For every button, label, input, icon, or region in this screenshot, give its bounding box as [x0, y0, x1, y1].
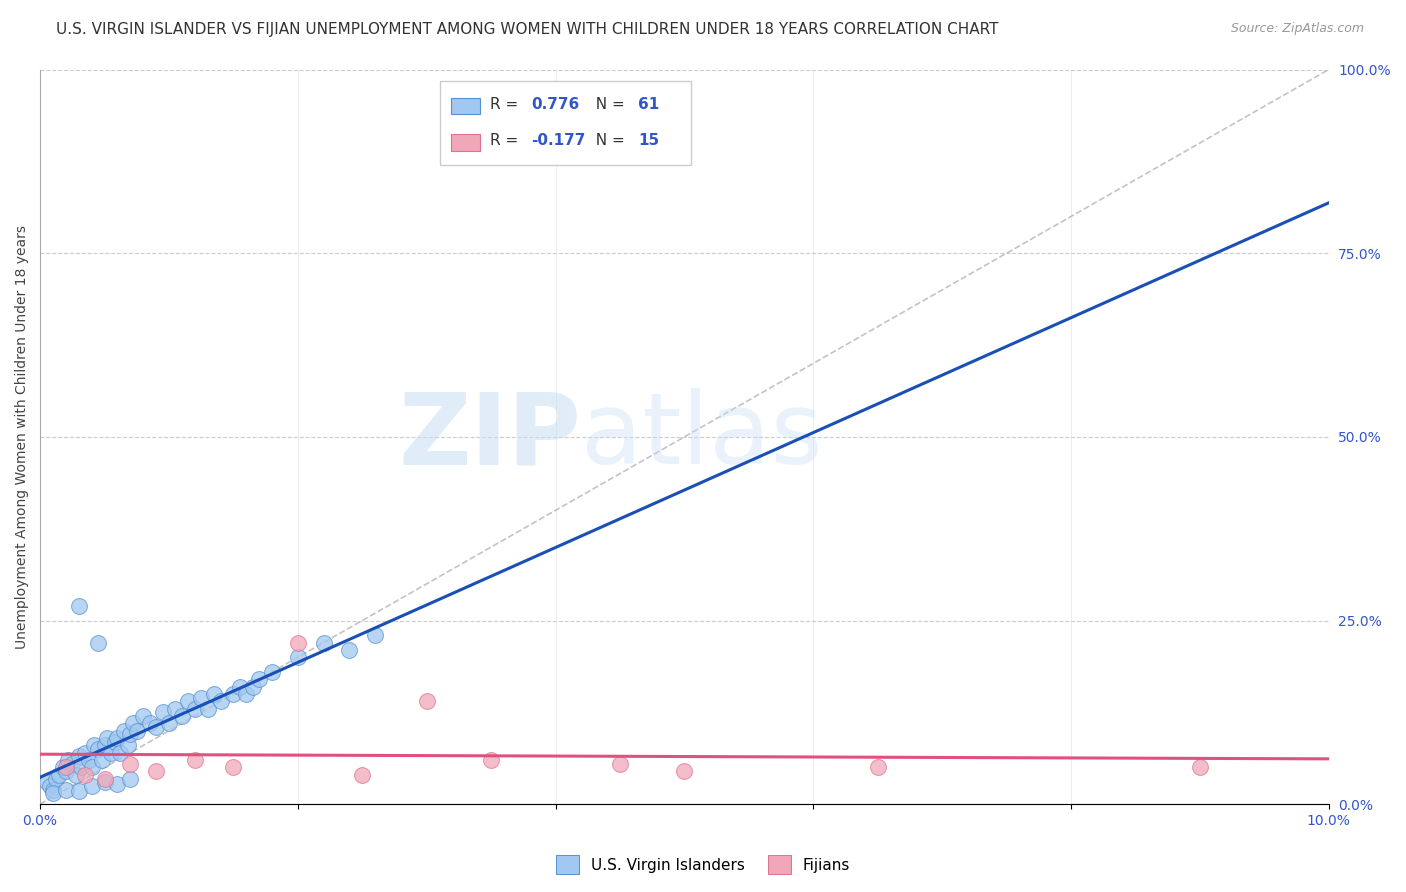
Point: [157, 716, 180, 731]
Point: [229, 680, 252, 694]
Point: [100, 746, 122, 760]
Point: [152, 706, 174, 720]
Point: [312, 635, 335, 649]
Point: [287, 635, 309, 649]
Text: -0.177: -0.177: [531, 133, 585, 148]
FancyBboxPatch shape: [451, 135, 479, 151]
Point: [104, 735, 127, 749]
Text: N =: N =: [586, 96, 630, 112]
Point: [479, 753, 502, 767]
Point: [866, 760, 889, 774]
FancyBboxPatch shape: [451, 97, 479, 114]
Point: [165, 702, 187, 716]
Text: R =: R =: [489, 96, 523, 112]
Point: [93, 775, 115, 789]
Point: [80, 760, 103, 774]
Point: [125, 723, 148, 738]
Point: [132, 709, 155, 723]
Point: [120, 756, 142, 771]
Point: [242, 680, 264, 694]
Point: [112, 723, 135, 738]
Point: [235, 687, 257, 701]
Point: [337, 643, 360, 657]
Text: N =: N =: [586, 133, 630, 148]
Point: [202, 687, 225, 701]
Point: [108, 746, 131, 760]
Point: [70, 760, 93, 774]
Point: [75, 746, 97, 760]
Point: [222, 760, 245, 774]
Point: [120, 772, 142, 786]
Point: [67, 784, 90, 798]
Y-axis label: Unemployment Among Women with Children Under 18 years: Unemployment Among Women with Children U…: [15, 225, 30, 648]
Point: [35, 775, 58, 789]
Point: [107, 777, 129, 791]
Point: [120, 727, 142, 741]
Point: [107, 731, 129, 745]
Point: [190, 690, 212, 705]
Point: [117, 739, 139, 753]
Point: [222, 687, 245, 701]
Point: [55, 782, 77, 797]
Text: R =: R =: [489, 133, 523, 148]
Point: [209, 694, 232, 708]
Point: [42, 782, 65, 797]
Text: 61: 61: [638, 96, 659, 112]
FancyBboxPatch shape: [440, 80, 690, 165]
Point: [45, 772, 67, 786]
Point: [83, 739, 105, 753]
Point: [93, 739, 115, 753]
Point: [55, 764, 77, 779]
Point: [145, 764, 167, 779]
Point: [177, 694, 200, 708]
Text: Source: ZipAtlas.com: Source: ZipAtlas.com: [1230, 22, 1364, 36]
Text: ZIP: ZIP: [398, 388, 581, 485]
Point: [75, 768, 97, 782]
Point: [60, 756, 83, 771]
Point: [93, 772, 115, 786]
Point: [65, 768, 87, 782]
Point: [58, 753, 80, 767]
Point: [55, 760, 77, 774]
Point: [287, 650, 309, 665]
Point: [122, 716, 145, 731]
Point: [52, 760, 75, 774]
Point: [77, 753, 100, 767]
Text: 15: 15: [638, 133, 659, 148]
Point: [197, 702, 219, 716]
Point: [673, 764, 696, 779]
Point: [138, 716, 160, 731]
Point: [1188, 760, 1211, 774]
Point: [364, 628, 387, 642]
Point: [42, 786, 65, 800]
Point: [48, 768, 70, 782]
Legend: U.S. Virgin Islanders, Fijians: U.S. Virgin Islanders, Fijians: [550, 849, 856, 880]
Point: [184, 702, 207, 716]
Point: [352, 768, 374, 782]
Point: [247, 673, 270, 687]
Point: [260, 665, 283, 679]
Point: [87, 635, 110, 649]
Point: [67, 599, 90, 613]
Point: [91, 753, 114, 767]
Point: [67, 749, 90, 764]
Point: [184, 753, 207, 767]
Point: [170, 709, 193, 723]
Point: [87, 742, 110, 756]
Point: [415, 694, 437, 708]
Point: [39, 779, 62, 793]
Text: atlas: atlas: [581, 388, 823, 485]
Point: [80, 779, 103, 793]
Text: 0.776: 0.776: [531, 96, 579, 112]
Text: U.S. VIRGIN ISLANDER VS FIJIAN UNEMPLOYMENT AMONG WOMEN WITH CHILDREN UNDER 18 Y: U.S. VIRGIN ISLANDER VS FIJIAN UNEMPLOYM…: [56, 22, 998, 37]
Point: [96, 731, 118, 745]
Point: [609, 756, 631, 771]
Point: [145, 720, 167, 734]
